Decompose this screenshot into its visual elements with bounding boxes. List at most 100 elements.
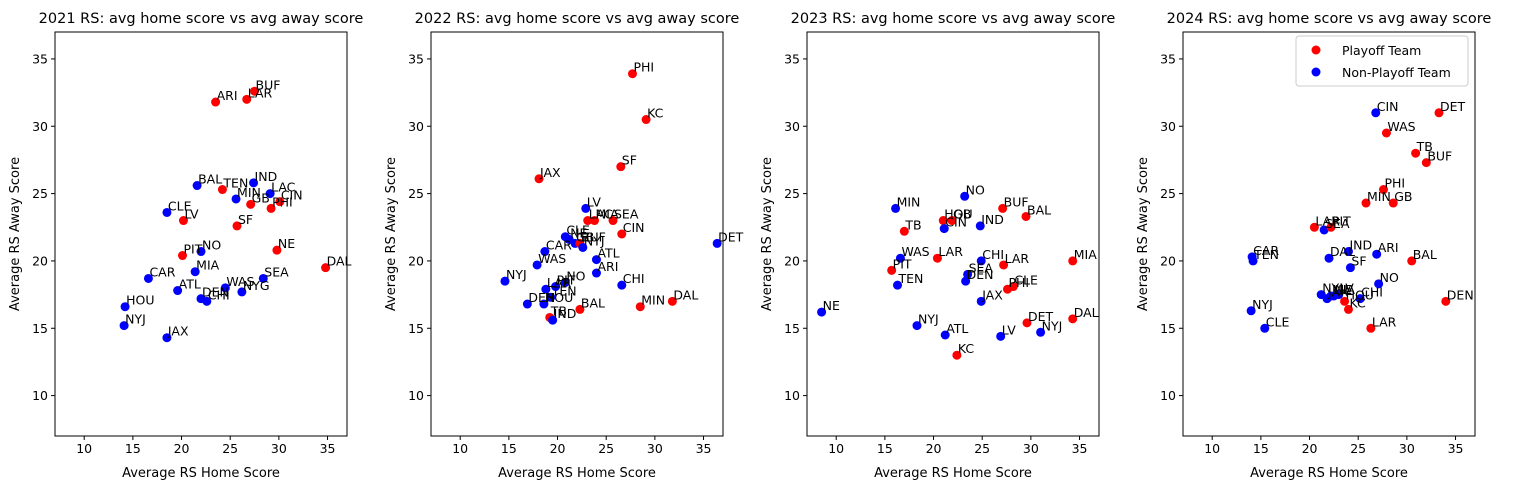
data-point-sea xyxy=(608,216,618,226)
data-point-tb xyxy=(899,226,909,236)
point-label-mia: MIA xyxy=(596,207,619,222)
data-point-hou xyxy=(120,302,130,312)
x-tick-label: 15 xyxy=(877,441,893,456)
data-point-atl xyxy=(591,255,601,265)
point-label-sf: SF xyxy=(238,212,253,227)
data-point-ne xyxy=(817,307,827,317)
data-point-chi xyxy=(617,280,627,290)
data-point-lar xyxy=(1366,323,1376,333)
point-label-no: NO xyxy=(1380,270,1399,285)
point-label-no: NO xyxy=(202,238,221,253)
data-point-pit xyxy=(887,265,897,275)
point-label-nyj: NYJ xyxy=(1252,297,1273,312)
data-point-dal xyxy=(1068,314,1078,324)
point-label-mia: MIA xyxy=(196,258,219,273)
data-point-no xyxy=(1374,279,1384,289)
data-point-chi xyxy=(976,256,986,266)
data-point-ne xyxy=(272,245,282,255)
data-point-det xyxy=(1022,318,1032,328)
point-label-bal: BAL xyxy=(581,295,605,310)
point-label-ne: NE xyxy=(823,298,840,313)
point-label-cin: CIN xyxy=(1377,99,1399,114)
x-tick-label: 25 xyxy=(598,441,614,456)
point-label-cin: CIN xyxy=(623,220,645,235)
point-label-jax: JAX xyxy=(167,324,189,339)
point-label-det: DET xyxy=(1028,309,1054,324)
data-point-nyj xyxy=(500,276,510,286)
point-label-ari: ARI xyxy=(1378,240,1399,255)
point-label-min: MIN xyxy=(1367,189,1391,204)
legend-playoff-label: Playoff Team xyxy=(1342,43,1421,58)
point-label-atl: ATL xyxy=(597,246,619,261)
chart-title: 2021 RS: avg home score vs avg away scor… xyxy=(39,11,364,27)
data-point-was xyxy=(532,260,542,270)
y-tick-label: 20 xyxy=(32,253,48,268)
point-label-sea: SEA xyxy=(969,260,994,275)
point-label-ari: ARI xyxy=(217,88,238,103)
y-tick-label: 20 xyxy=(1160,253,1176,268)
point-label-chi: CHI xyxy=(1361,285,1383,300)
point-label-bal: BAL xyxy=(1027,202,1051,217)
point-label-nyj: NYJ xyxy=(1042,318,1063,333)
y-tick-label: 35 xyxy=(408,51,424,66)
data-point-nyg xyxy=(237,287,247,297)
data-point-lar xyxy=(932,253,942,263)
y-tick-label: 35 xyxy=(784,51,800,66)
data-point-sea xyxy=(1319,225,1329,235)
data-point-phi xyxy=(1003,284,1013,294)
point-label-ten: TEN xyxy=(1253,247,1279,262)
x-tick-label: 10 xyxy=(1204,441,1220,456)
point-label-min: MIN xyxy=(897,194,921,209)
point-label-lv: LV xyxy=(587,194,602,209)
x-tick-label: 25 xyxy=(974,441,990,456)
x-tick-label: 30 xyxy=(1399,441,1415,456)
data-point-det xyxy=(712,238,722,248)
y-axis-label: Average RS Away Score xyxy=(8,157,23,311)
y-tick-label: 35 xyxy=(1160,51,1176,66)
point-label-den: DEN xyxy=(528,290,555,305)
x-axis-label: Average RS Home Score xyxy=(874,466,1032,481)
point-label-chi: CHI xyxy=(982,247,1004,262)
data-point-dal xyxy=(1324,253,1334,263)
data-point-phi xyxy=(266,203,276,213)
data-point-jax xyxy=(976,296,986,306)
legend-non-playoff-label: Non-Playoff Team xyxy=(1342,65,1451,80)
point-label-gb: GB xyxy=(1394,189,1412,204)
point-label-cle: CLE xyxy=(1266,314,1290,329)
point-label-phi: PHI xyxy=(272,194,293,209)
x-tick-label: 15 xyxy=(501,441,517,456)
data-point-nyj xyxy=(1036,327,1046,337)
point-label-lar: LAR xyxy=(248,85,273,100)
point-label-cle: CLE xyxy=(1014,273,1038,288)
x-tick-label: 20 xyxy=(1302,441,1318,456)
point-label-tb: TB xyxy=(1416,139,1433,154)
point-label-buf: BUF xyxy=(1004,194,1029,209)
point-label-ind: IND xyxy=(554,306,577,321)
data-point-gb xyxy=(947,216,957,226)
data-point-ari xyxy=(591,268,601,278)
data-point-lac xyxy=(265,189,275,199)
x-tick-label: 10 xyxy=(452,441,468,456)
point-label-cin: CIN xyxy=(281,188,303,203)
data-point-bal xyxy=(1021,211,1031,221)
x-tick-label: 15 xyxy=(125,441,141,456)
point-label-chi: CHI xyxy=(208,287,230,302)
data-point-car xyxy=(540,247,550,257)
data-point-bal xyxy=(192,181,202,191)
x-tick-label: 35 xyxy=(320,441,336,456)
point-label-lar: LAR xyxy=(547,275,572,290)
data-point-nyj xyxy=(912,321,922,331)
y-tick-label: 10 xyxy=(32,388,48,403)
data-point-cin xyxy=(1371,108,1381,118)
point-label-nyg: NYG xyxy=(243,278,270,293)
data-point-min xyxy=(635,302,645,312)
point-label-gb: GB xyxy=(953,207,971,222)
point-label-dal: DAL xyxy=(1074,305,1099,320)
y-tick-label: 25 xyxy=(784,186,800,201)
data-point-ten xyxy=(893,280,903,290)
x-tick-label: 30 xyxy=(647,441,663,456)
data-point-ari xyxy=(211,97,221,107)
data-point-ind xyxy=(548,315,558,325)
data-point-sf xyxy=(616,162,626,172)
